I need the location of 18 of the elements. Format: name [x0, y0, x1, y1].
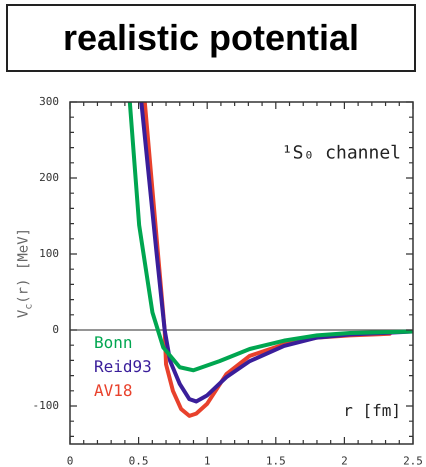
- y-tick-label: 200: [39, 170, 59, 184]
- chart-title: realistic potential: [6, 4, 416, 72]
- text: AV18: [94, 381, 133, 400]
- x-tick-label: 1: [204, 454, 211, 467]
- y-tick-label: -100: [32, 398, 59, 412]
- y-tick-label: 100: [39, 246, 59, 260]
- x-tick-label: 0.5: [128, 454, 149, 467]
- series-label: Bonn: [94, 333, 133, 352]
- y-tick-label: 0: [52, 322, 59, 336]
- x-tick-label: 1.5: [266, 454, 286, 467]
- x-tick-label: 0: [66, 454, 74, 467]
- series-label: Reid93: [94, 357, 152, 376]
- annotation: ¹S₀ channel: [282, 142, 402, 164]
- x-tick-label: 2.5: [403, 454, 423, 467]
- y-tick-label: 300: [39, 94, 59, 108]
- y-axis-title: Vc(r) [MeV]: [16, 228, 34, 318]
- x-axis-title: r [fm]: [343, 401, 401, 420]
- x-tick-label: 2: [341, 454, 348, 467]
